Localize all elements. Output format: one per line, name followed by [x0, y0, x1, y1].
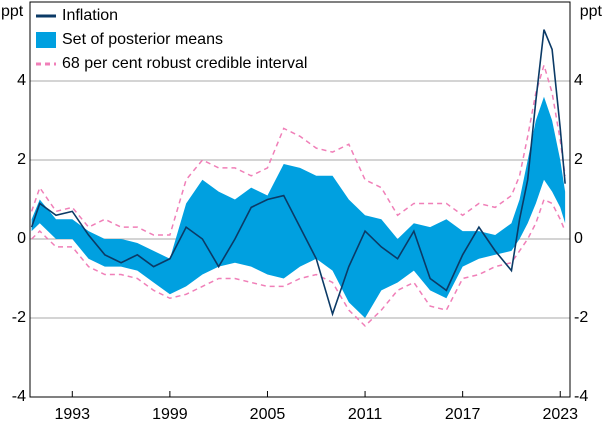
y2-tick-label: 0 — [574, 230, 583, 247]
legend-label: Inflation — [62, 7, 118, 24]
y2-unit: ppt — [580, 3, 603, 20]
interval-upper — [30, 62, 566, 236]
y2-tick-label: -2 — [574, 309, 588, 326]
x-tick-label: 2017 — [445, 406, 481, 423]
y-tick-label: -4 — [12, 388, 26, 405]
y-tick-label: 4 — [17, 72, 26, 89]
y-unit: ppt — [1, 3, 24, 20]
inflation-line — [30, 29, 566, 317]
y-tick-label: 0 — [17, 230, 26, 247]
y-tick-label: -2 — [12, 309, 26, 326]
x-tick-label: 1993 — [54, 406, 90, 423]
y2-tick-label: -4 — [574, 388, 588, 405]
x-tick-label: 2011 — [348, 406, 383, 423]
legend-swatch — [36, 32, 56, 48]
posterior-band — [31, 96, 566, 318]
y2-tick-label: 4 — [574, 72, 583, 89]
y-tick-label: 2 — [17, 151, 26, 168]
x-tick-label: 1999 — [152, 406, 188, 423]
plot-frame — [29, 1, 571, 398]
x-tick-label: 2023 — [542, 406, 578, 423]
y2-tick-label: 2 — [574, 151, 583, 168]
x-tick-label: 2005 — [250, 406, 286, 423]
legend-label: Set of posterior means — [62, 31, 223, 48]
interval-lower — [31, 198, 566, 327]
legend-label: 68 per cent robust credible interval — [62, 55, 307, 72]
